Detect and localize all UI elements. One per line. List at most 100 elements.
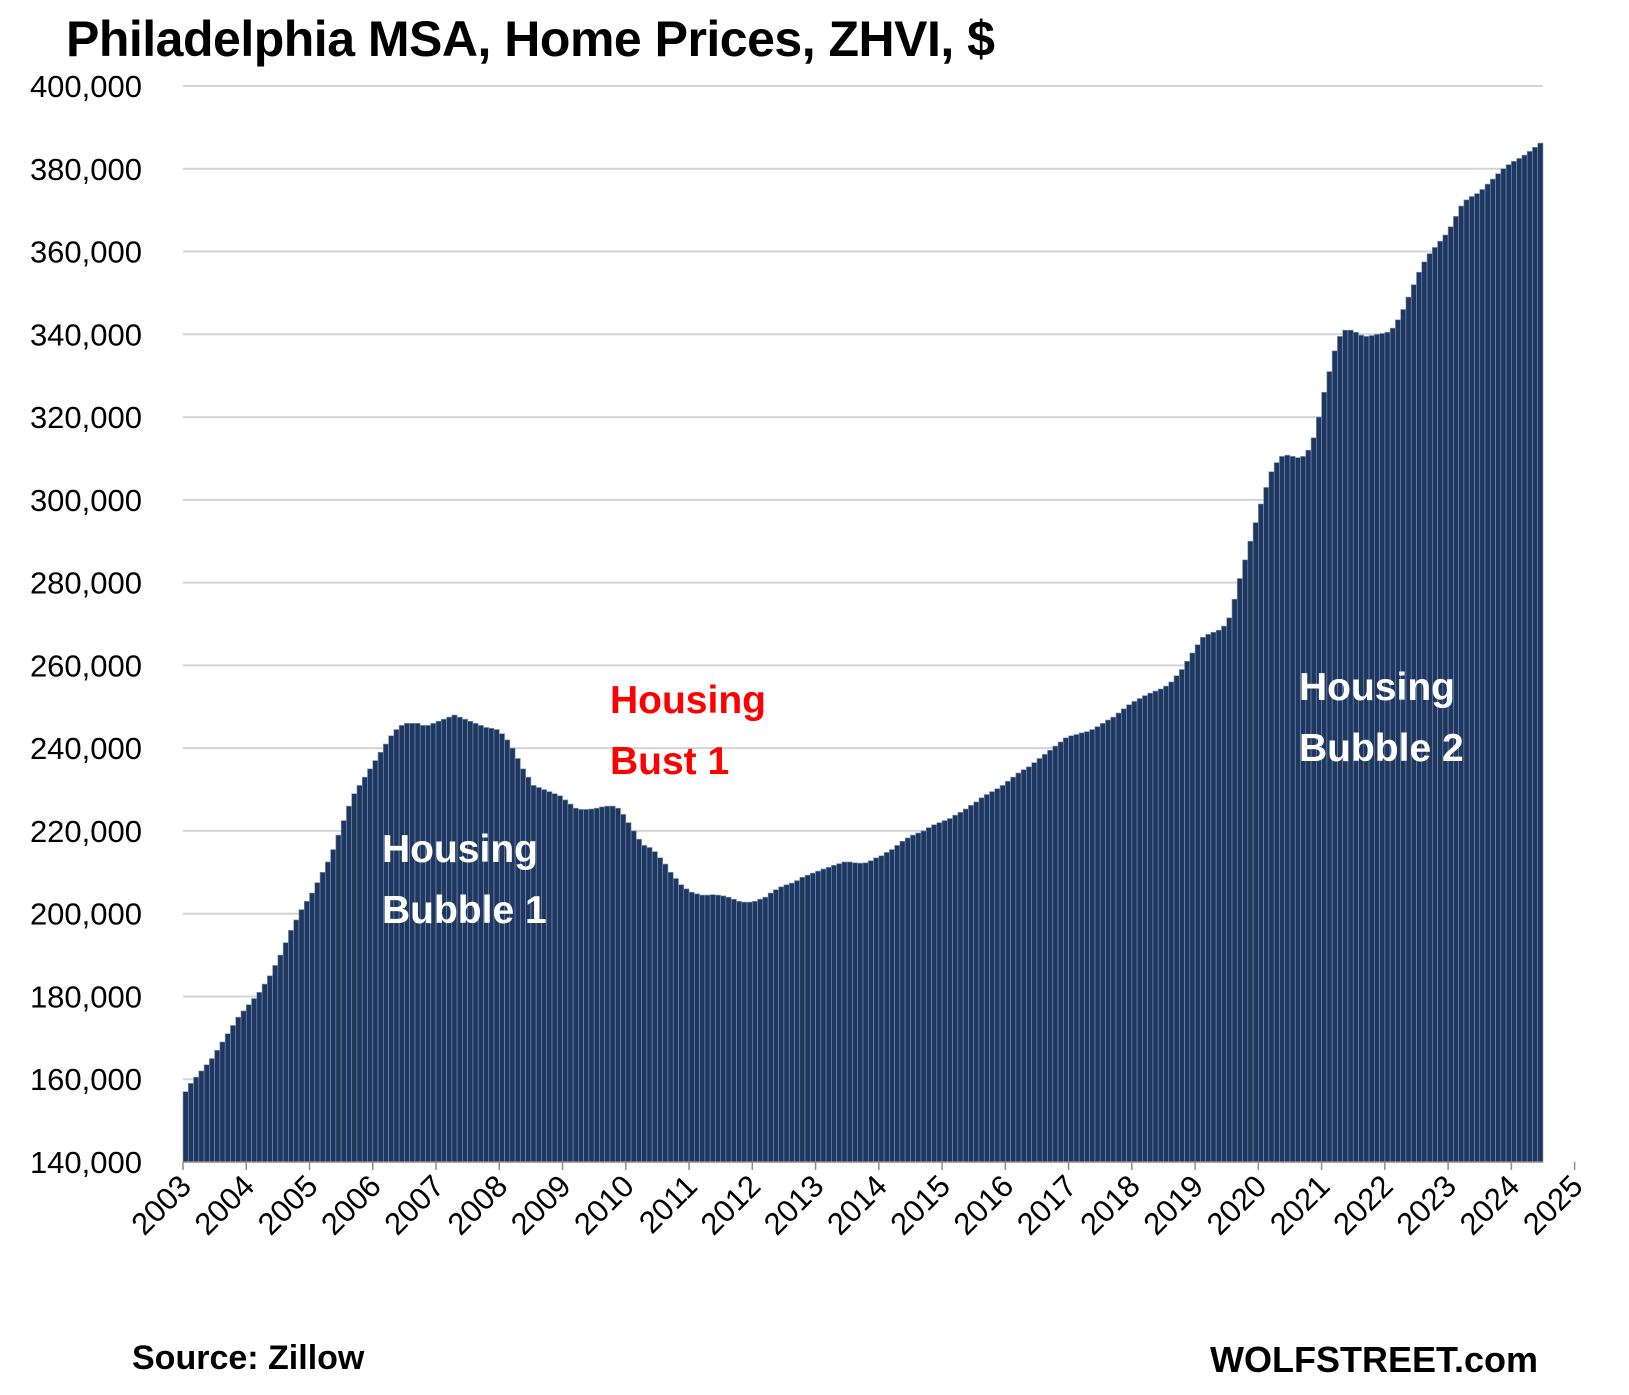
annotation-label: Bubble 2 [1299,727,1464,770]
x-tick-label: 2022 [1326,1168,1400,1242]
bar [567,803,574,1163]
bar [1020,769,1027,1163]
bar [1505,164,1512,1163]
chart-title: Philadelphia MSA, Home Prices, ZHVI, $ [66,11,995,67]
bar [994,788,1001,1163]
annotation-label: Bubble 1 [382,889,547,932]
bar [1031,762,1038,1163]
bar [1005,780,1011,1163]
source-note: Source: Zillow [132,1339,365,1377]
bar [440,718,447,1163]
bar [836,863,843,1163]
bar [435,720,442,1163]
bar [599,806,606,1163]
x-tick-label: 2017 [1010,1168,1084,1242]
bar [609,805,616,1163]
bar [1511,161,1517,1163]
bar [314,882,321,1163]
x-tick-label: 2015 [884,1168,958,1242]
brand-logo: WOLFSTREET.com [1210,1339,1539,1380]
bar [873,857,880,1163]
bar [820,868,827,1163]
bar [261,983,268,1163]
bar [736,900,743,1163]
bar [277,954,284,1163]
bar [725,896,732,1163]
bar [1273,462,1280,1163]
bar [288,929,294,1163]
bar [1136,698,1143,1163]
bar [1479,189,1486,1163]
bar [941,820,948,1163]
bar [1063,737,1069,1163]
bar [325,861,331,1163]
bar [1152,690,1159,1163]
bar [968,804,974,1163]
bar [1126,704,1133,1163]
bar [804,874,811,1163]
annotation-label: Housing [1299,666,1455,709]
bar [509,747,516,1163]
bar [430,723,437,1163]
bar [1521,154,1528,1163]
bar [1036,758,1043,1163]
y-tick-label: 280,000 [30,566,142,601]
bar [504,739,511,1163]
bar [409,723,416,1163]
bar [852,862,859,1163]
bar [667,872,674,1163]
bar [272,965,279,1163]
bar [209,1058,215,1163]
bar [778,886,785,1163]
bar [1068,735,1075,1163]
bar [767,892,774,1163]
bar [1052,745,1059,1163]
bar [498,733,505,1163]
bar [488,727,495,1163]
bar [931,824,938,1163]
bar [1215,629,1222,1163]
bar [1247,540,1254,1163]
bar [198,1070,205,1163]
x-tick-label: 2008 [441,1168,515,1242]
bar [1305,449,1312,1163]
bar [846,861,853,1163]
annotations: Housing Bubble 1 Housing Bust 1 Housing Bubbl… [382,666,1464,932]
bar [187,1083,194,1163]
bar [915,832,922,1163]
bar [240,1010,247,1163]
bar [757,898,764,1163]
bar [372,760,379,1163]
bar [1073,734,1080,1163]
bar [335,834,342,1163]
bar [857,862,864,1163]
bar [446,716,453,1163]
y-tick-label: 160,000 [30,1062,142,1097]
bar [456,716,463,1163]
x-tick-label: 2006 [314,1168,388,1242]
bar [462,718,468,1163]
bar [925,827,932,1163]
bar [472,723,479,1163]
bar [1163,685,1170,1163]
bar [1495,173,1502,1163]
bar [309,892,316,1163]
bar [1489,178,1496,1163]
x-axis-tick-labels: 2003200420052006200720082009201020112012… [124,1168,1589,1242]
x-tick-label: 2019 [1137,1168,1211,1242]
bar [1026,766,1032,1163]
bar [878,855,885,1163]
bar [1105,719,1112,1163]
x-tick-label: 2024 [1453,1168,1527,1242]
bar [404,723,410,1163]
bar [572,807,579,1163]
bar [377,751,384,1163]
bar [1120,708,1127,1163]
bar [1194,644,1201,1163]
bar [688,891,695,1163]
bar [361,776,368,1163]
bar [1252,522,1259,1163]
x-tick-label: 2023 [1390,1168,1464,1242]
bar [346,805,352,1163]
x-tick-label: 2010 [567,1168,641,1242]
